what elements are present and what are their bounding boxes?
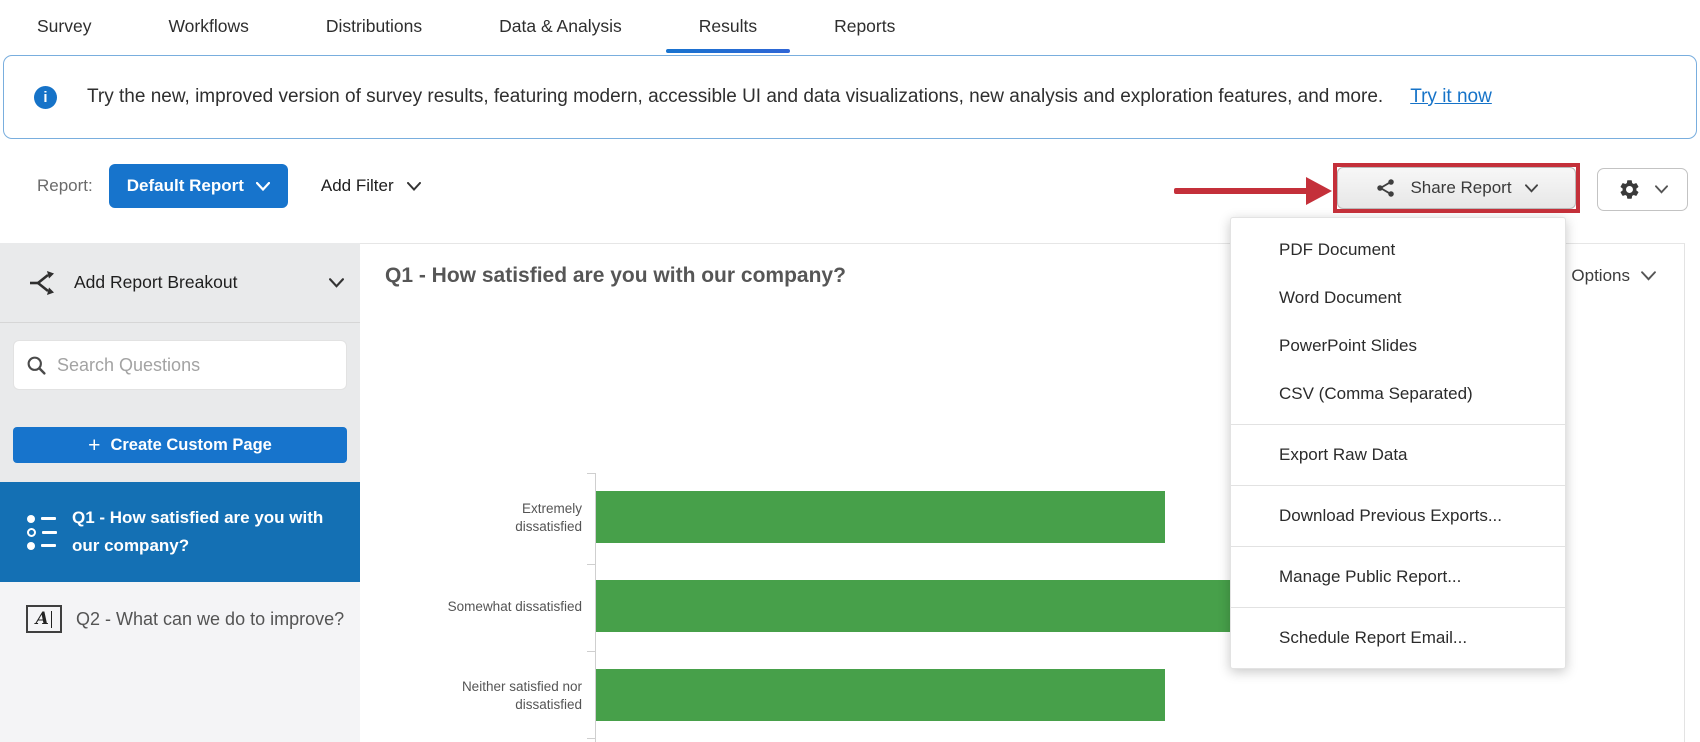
menu-item-powerpoint-slides[interactable]: PowerPoint Slides [1279,336,1417,355]
tab-results[interactable]: Results [665,0,791,53]
question-label: Q2 - What can we do to improve? [76,608,345,629]
search-questions-input[interactable] [57,354,334,376]
text-entry-icon: A [26,605,62,633]
chevron-down-icon [406,181,421,191]
chevron-down-icon [329,277,344,288]
chevron-down-icon [1641,271,1656,281]
bar-neither-satisfied-nor-dissatisfied [596,669,1165,721]
tab-label: Results [698,16,758,36]
banner-message: Try the new, improved version of survey … [87,86,1384,107]
add-filter-button[interactable]: Add Filter [321,176,421,196]
chart-y-axis [595,473,596,742]
menu-item-schedule-report-email[interactable]: Schedule Report Email... [1279,628,1468,647]
axis-tick [587,738,595,739]
chevron-down-icon [1654,185,1668,194]
chart-options-label: Options [1571,266,1630,285]
bar-extremely-dissatisfied [596,491,1165,543]
tab-distributions[interactable]: Distributions [293,0,455,53]
axis-tick [587,473,595,474]
tab-label: Data & Analysis [499,16,622,36]
menu-group-schedule-email: Schedule Report Email... [1231,607,1565,668]
axis-tick [587,651,595,652]
tab-workflows[interactable]: Workflows [135,0,281,53]
report-selector-value: Default Report [126,176,244,195]
menu-item-pdf-document[interactable]: PDF Document [1279,240,1396,259]
question-list: Q1 - How satisfied are you with our comp… [0,482,360,742]
menu-item-export-raw-data[interactable]: Export Raw Data [1279,445,1408,464]
search-icon [27,356,46,375]
add-filter-label: Add Filter [320,176,394,195]
report-selector-button[interactable]: Default Report [108,164,288,208]
menu-item-word-document[interactable]: Word Document [1279,288,1402,307]
multiple-choice-icon [27,514,57,550]
chevron-down-icon [255,181,270,191]
axis-tick [587,564,595,565]
category-label: Somewhat dissatisfied [447,599,582,615]
chevron-down-icon [1524,183,1538,193]
try-it-now-link[interactable]: Try it now [1410,86,1492,107]
tab-reports[interactable]: Reports [801,0,928,53]
tab-label: Survey [37,16,92,36]
report-sidebar: Add Report Breakout + Create Custom Page… [0,243,360,742]
report-settings-button[interactable] [1597,168,1688,211]
create-custom-page-button[interactable]: + Create Custom Page [13,427,347,463]
menu-group-raw-data: Export Raw Data [1231,424,1565,485]
annotation-highlight-box: Share Report [1333,163,1580,213]
sidebar-item-q2[interactable]: A Q2 - What can we do to improve? [0,582,360,656]
gear-icon [1620,180,1638,199]
category-label: Neither satisfied nor dissatisfied [461,679,582,712]
question-search [13,340,347,390]
tab-survey[interactable]: Survey [4,0,124,53]
chart-options-button[interactable]: Options [1571,266,1656,286]
project-tabbar: Survey Workflows Distributions Data & An… [0,0,1700,53]
annotation-arrow-head [1306,177,1332,205]
tab-label: Distributions [325,16,423,36]
info-icon: i [34,85,57,109]
menu-group-previous-exports: Download Previous Exports... [1231,485,1565,546]
add-report-breakout-button[interactable]: Add Report Breakout [0,243,360,323]
category-label: Extremely dissatisfied [515,501,582,534]
share-icon [1377,179,1395,197]
tab-label: Workflows [168,16,249,36]
report-label: Report: [37,176,93,195]
menu-item-csv-comma-separated[interactable]: CSV (Comma Separated) [1279,384,1473,403]
add-report-breakout-label: Add Report Breakout [74,272,238,292]
create-custom-page-label: Create Custom Page [110,435,272,454]
menu-group-export-formats: PDF Document Word Document PowerPoint Sl… [1231,218,1565,424]
sidebar-item-q1[interactable]: Q1 - How satisfied are you with our comp… [0,482,360,582]
share-report-menu: PDF Document Word Document PowerPoint Sl… [1230,217,1566,669]
report-toolbar: Report: Default Report Add Filter [37,160,421,212]
tab-label: Reports [834,16,896,36]
chart-title: Q1 - How satisfied are you with our comp… [385,264,846,287]
breakout-branch-icon [30,270,54,295]
question-label: Q1 - How satisfied are you with our comp… [72,508,324,555]
new-results-banner: i Try the new, improved version of surve… [3,55,1697,139]
share-report-button[interactable]: Share Report [1337,167,1576,209]
annotation-arrow [1174,188,1310,194]
plus-icon: + [88,433,101,457]
tab-data-analysis[interactable]: Data & Analysis [466,0,655,53]
menu-item-manage-public-report[interactable]: Manage Public Report... [1279,567,1462,586]
menu-group-public-report: Manage Public Report... [1231,546,1565,607]
menu-item-download-previous-exports[interactable]: Download Previous Exports... [1279,506,1502,525]
share-report-label: Share Report [1410,178,1512,197]
